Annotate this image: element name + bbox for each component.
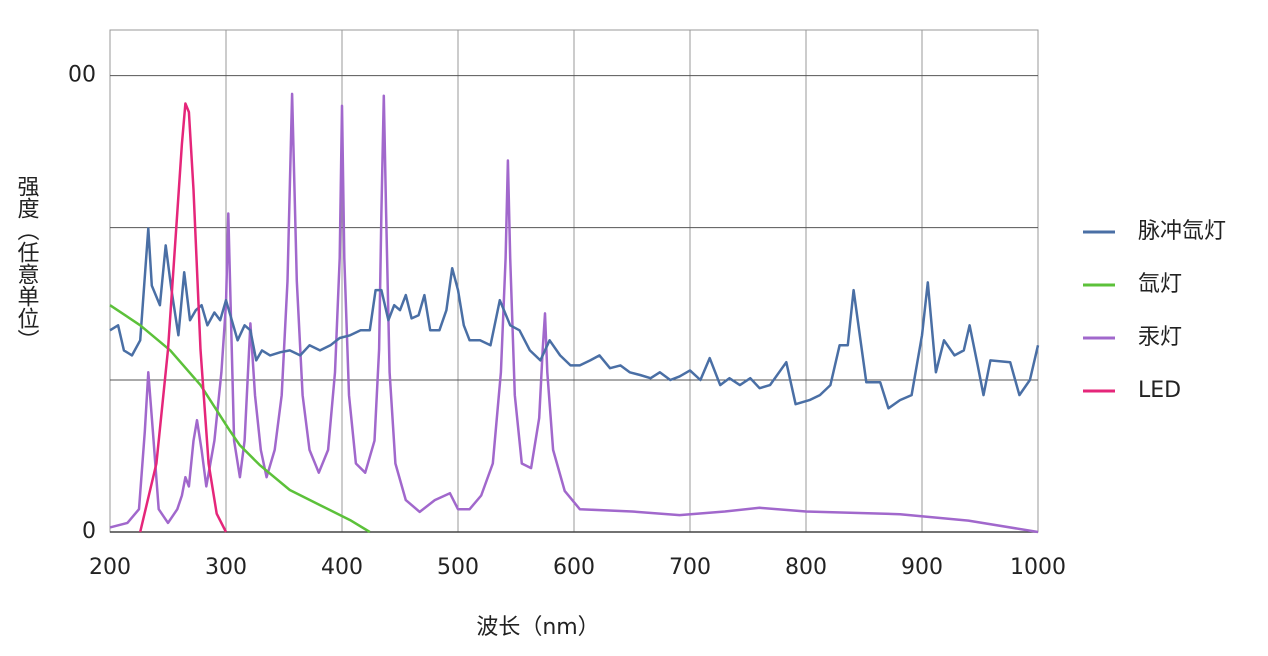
y-axis-label: 强度（任意单位） (14, 175, 40, 351)
series-line (109, 92, 1039, 534)
x-tick-label: 1000 (1010, 555, 1066, 580)
x-tick-label: 600 (553, 555, 595, 580)
legend-label: 汞灯 (1138, 325, 1182, 350)
x-tick-label: 300 (205, 555, 247, 580)
y-tick-label: 00 (68, 63, 96, 88)
legend-label: LED (1138, 378, 1181, 403)
x-tick-label: 200 (89, 555, 131, 580)
series-line (109, 227, 1040, 410)
series-line (138, 102, 228, 533)
x-tick-label: 800 (785, 555, 827, 580)
y-tick-label: 0 (82, 519, 96, 544)
x-tick-label: 700 (669, 555, 711, 580)
x-tick-label: 900 (901, 555, 943, 580)
x-tick-label: 500 (437, 555, 479, 580)
series-line (109, 304, 371, 534)
x-axis-label: 波长（nm） (476, 615, 599, 640)
legend-label: 脉冲氙灯 (1138, 219, 1226, 244)
x-tick-label: 400 (321, 555, 363, 580)
legend-label: 氙灯 (1138, 272, 1182, 297)
